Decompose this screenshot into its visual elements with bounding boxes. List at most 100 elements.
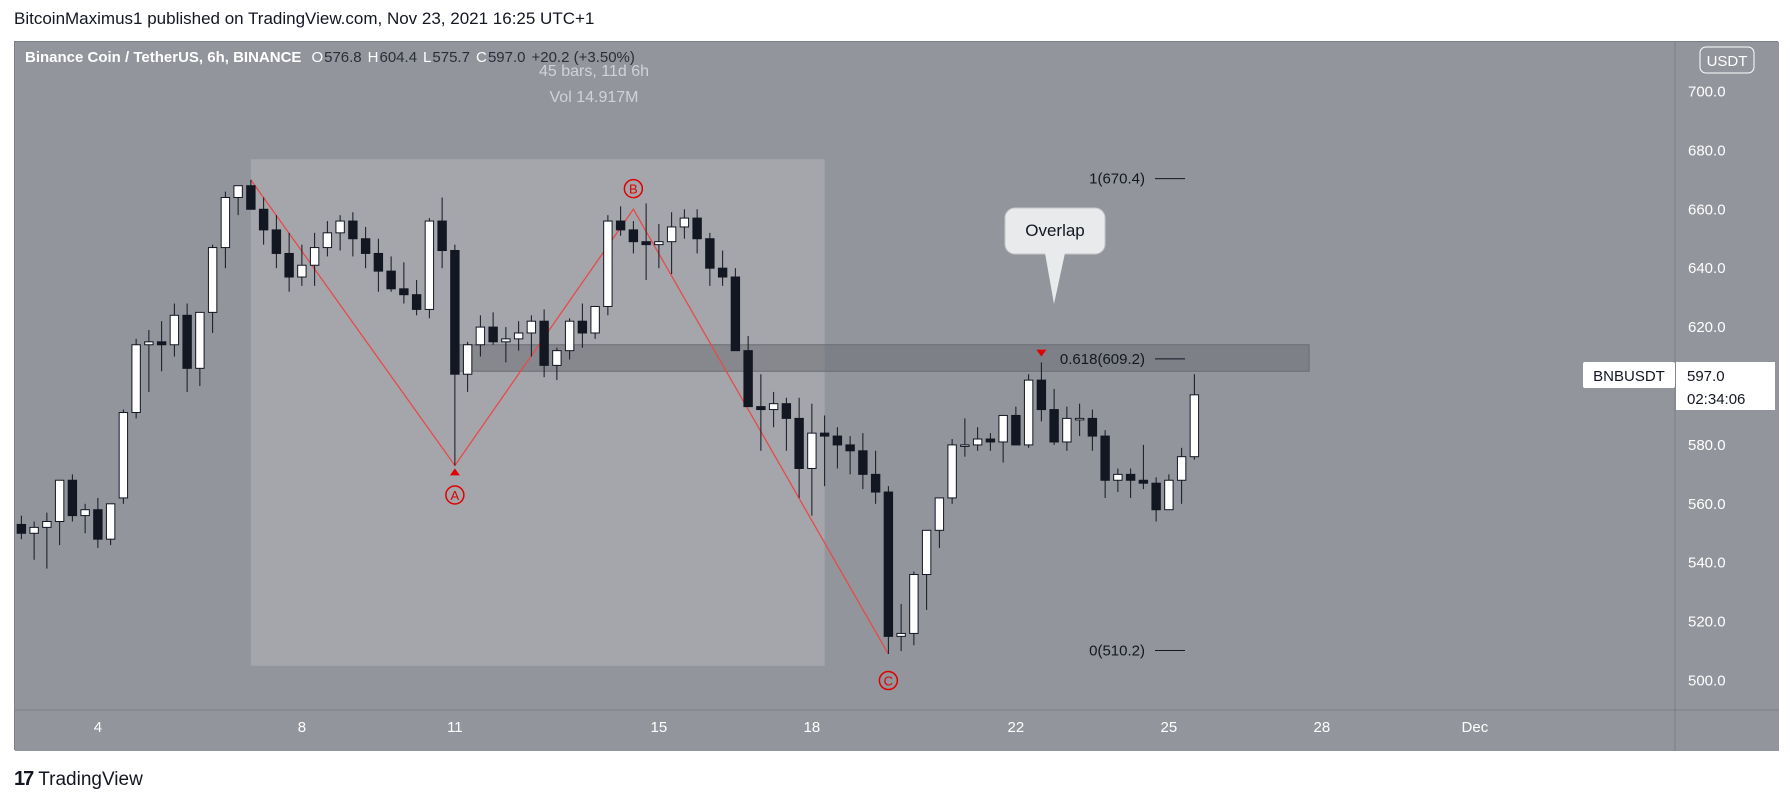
candle-down[interactable] <box>16 523 27 534</box>
candle-up[interactable] <box>297 264 307 278</box>
candle-up[interactable] <box>501 338 511 343</box>
candle-up[interactable] <box>462 344 473 375</box>
candle-up[interactable] <box>54 479 65 522</box>
candle-up[interactable] <box>666 226 677 243</box>
candle-up[interactable] <box>513 332 524 340</box>
candle-up[interactable] <box>42 520 52 528</box>
candle-up[interactable] <box>934 497 945 531</box>
candle-down[interactable] <box>858 450 868 475</box>
candle-up[interactable] <box>909 574 919 634</box>
candle-up[interactable] <box>1176 456 1187 481</box>
candle-up[interactable] <box>207 247 218 313</box>
candle-up[interactable] <box>309 247 320 266</box>
candle-up[interactable] <box>1189 394 1200 458</box>
fib-level-label[interactable]: 0.618(609.2) <box>1060 351 1145 368</box>
candle-down[interactable] <box>348 220 358 240</box>
candle-up[interactable] <box>552 350 562 366</box>
candle-down[interactable] <box>399 288 409 296</box>
candle-up[interactable] <box>1164 479 1174 511</box>
candle-up[interactable] <box>768 403 779 411</box>
chart-panel[interactable]: A B C 1(670.4) 0.618(609.2) 0(510.2) Overlap… <box>14 41 1779 751</box>
candle-down[interactable] <box>743 350 753 408</box>
candle-up[interactable] <box>195 311 205 369</box>
candle-up[interactable] <box>169 314 180 346</box>
candle-down[interactable] <box>781 403 792 419</box>
tradingview-brand[interactable]: 17 TradingView <box>14 768 143 791</box>
candle-down[interactable] <box>373 252 384 272</box>
candle-down[interactable] <box>705 238 715 269</box>
candle-down[interactable] <box>1151 482 1161 511</box>
symbol-title[interactable]: Binance Coin / TetherUS, 6h, BINANCE <box>25 49 301 66</box>
price-chart[interactable]: A B C 1(670.4) 0.618(609.2) 0(510.2) Overlap… <box>15 42 1779 751</box>
candle-down[interactable] <box>1100 435 1110 481</box>
candle-down[interactable] <box>360 238 371 254</box>
price-axis[interactable]: 500.0520.0540.0560.0580.0600.0620.0640.0… <box>1688 83 1726 689</box>
candle-up[interactable] <box>1023 379 1034 446</box>
candle-up[interactable] <box>220 196 231 249</box>
fib-overlap-zone[interactable] <box>454 344 1310 372</box>
time-axis[interactable]: 4 8 11 15 18 22 25 28 Dec <box>94 719 1489 736</box>
candle-up[interactable] <box>564 320 575 352</box>
candle-up[interactable] <box>233 185 243 198</box>
candle-up[interactable] <box>424 220 435 310</box>
candle-down[interactable] <box>819 432 830 437</box>
candle-up[interactable] <box>679 217 690 228</box>
candle-up[interactable] <box>590 305 600 334</box>
candle-down[interactable] <box>539 320 549 366</box>
candle-up[interactable] <box>896 632 906 637</box>
candle-down[interactable] <box>832 435 843 446</box>
fib-level-label[interactable]: 0(510.2) <box>1089 643 1145 660</box>
candle-down[interactable] <box>1036 379 1047 411</box>
candle-down[interactable] <box>1138 479 1149 484</box>
candle-down[interactable] <box>258 208 269 231</box>
candle-up[interactable] <box>475 326 486 346</box>
candle-up[interactable] <box>118 412 129 499</box>
candle-up[interactable] <box>998 414 1008 443</box>
candle-up[interactable] <box>526 320 537 334</box>
candle-down[interactable] <box>577 320 588 334</box>
candle-down[interactable] <box>450 250 460 375</box>
candle-down[interactable] <box>67 479 78 517</box>
currency-badge[interactable]: USDT <box>1699 46 1755 74</box>
candle-down[interactable] <box>386 270 396 290</box>
candle-down[interactable] <box>488 326 498 343</box>
candle-up[interactable] <box>29 526 39 534</box>
candle-down[interactable] <box>845 444 855 452</box>
candle-down[interactable] <box>93 509 103 540</box>
candle-up[interactable] <box>603 220 613 307</box>
candle-down[interactable] <box>284 252 294 278</box>
candle-down[interactable] <box>794 417 804 469</box>
candle-down[interactable] <box>985 438 996 443</box>
candle-up[interactable] <box>947 444 957 499</box>
candle-down[interactable] <box>641 241 651 246</box>
candle-up[interactable] <box>1074 417 1085 421</box>
candle-up[interactable] <box>807 432 817 469</box>
candle-down[interactable] <box>411 294 422 310</box>
candle-down[interactable] <box>1087 417 1098 437</box>
candle-up[interactable] <box>960 444 970 447</box>
candle-down[interactable] <box>156 341 167 346</box>
candle-down[interactable] <box>1011 414 1021 446</box>
date-price-range-box[interactable] <box>250 159 825 666</box>
fib-level-label[interactable]: 1(670.4) <box>1089 171 1145 188</box>
candle-up[interactable] <box>654 241 664 246</box>
candle-up[interactable] <box>105 503 116 540</box>
candle-up[interactable] <box>131 344 141 414</box>
candle-down[interactable] <box>870 473 881 493</box>
candle-down[interactable] <box>271 229 282 254</box>
candle-up[interactable] <box>80 509 90 517</box>
candle-down[interactable] <box>628 229 639 243</box>
candle-down[interactable] <box>615 220 626 231</box>
candle-down[interactable] <box>717 267 728 278</box>
candle-down[interactable] <box>1049 409 1059 443</box>
candle-down[interactable] <box>756 406 766 411</box>
candle-up[interactable] <box>1113 473 1123 481</box>
candle-up[interactable] <box>972 438 983 446</box>
candle-down[interactable] <box>692 217 702 240</box>
candle-up[interactable] <box>144 341 154 346</box>
candle-down[interactable] <box>437 220 447 252</box>
candle-up[interactable] <box>335 220 345 234</box>
candle-up[interactable] <box>322 232 333 249</box>
candle-down[interactable] <box>1125 473 1136 481</box>
candle-down[interactable] <box>182 314 192 369</box>
